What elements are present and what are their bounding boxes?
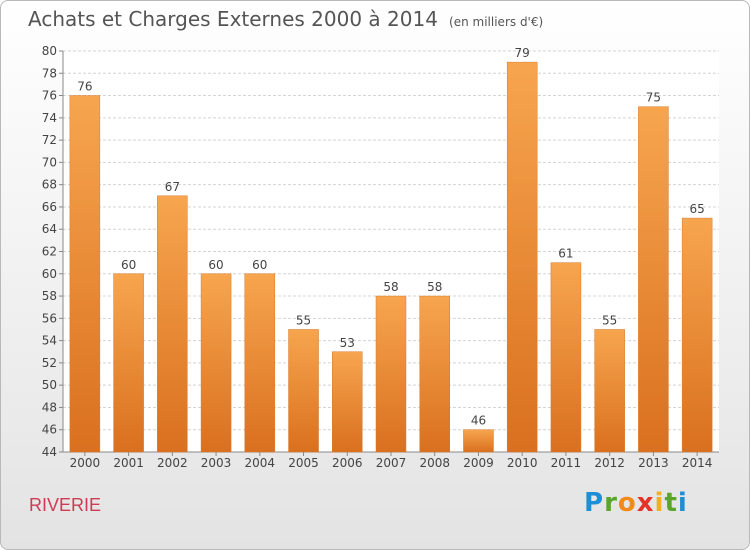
x-tick-label: 2004 bbox=[245, 456, 276, 470]
data-label: 55 bbox=[296, 313, 311, 327]
y-tick-label: 74 bbox=[42, 111, 57, 125]
x-tick-label: 2014 bbox=[682, 456, 713, 470]
x-tick-label: 2008 bbox=[419, 456, 450, 470]
bar bbox=[638, 106, 669, 453]
x-tick-label: 2006 bbox=[332, 456, 363, 470]
y-tick-label: 66 bbox=[42, 200, 57, 214]
x-tick-label: 2010 bbox=[507, 456, 538, 470]
chart-title-main: Achats et Charges Externes 2000 à 2014 bbox=[28, 7, 438, 31]
y-tick-label: 48 bbox=[42, 400, 57, 414]
x-tick-label: 2001 bbox=[113, 456, 144, 470]
data-label: 60 bbox=[121, 258, 136, 272]
y-tick-label: 56 bbox=[42, 311, 57, 325]
bar bbox=[332, 351, 363, 453]
x-tick-label: 2002 bbox=[157, 456, 188, 470]
data-label: 76 bbox=[77, 80, 92, 94]
y-tick-label: 78 bbox=[42, 66, 57, 80]
bar bbox=[463, 429, 494, 453]
chart-title: Achats et Charges Externes 2000 à 2014 (… bbox=[28, 7, 543, 31]
bar bbox=[550, 262, 582, 453]
x-tick-label: 2013 bbox=[638, 456, 669, 470]
data-label: 65 bbox=[689, 202, 704, 216]
bar bbox=[113, 273, 144, 453]
data-label: 58 bbox=[383, 280, 398, 294]
data-label: 79 bbox=[515, 46, 530, 60]
bar bbox=[157, 195, 188, 453]
x-tick-label: 2000 bbox=[70, 456, 101, 470]
data-label: 75 bbox=[646, 91, 661, 105]
y-tick-label: 46 bbox=[42, 423, 57, 437]
bar bbox=[681, 217, 713, 453]
commune-name: RIVERIE bbox=[29, 495, 102, 515]
data-label: 53 bbox=[340, 336, 355, 350]
bar bbox=[200, 273, 232, 453]
logo-letter: o bbox=[617, 488, 637, 518]
x-tick-label: 2005 bbox=[288, 456, 319, 470]
data-label: 61 bbox=[558, 247, 573, 261]
data-label: 67 bbox=[165, 180, 180, 194]
y-tick-label: 64 bbox=[42, 222, 57, 236]
data-label: 60 bbox=[208, 258, 223, 272]
bar bbox=[594, 329, 625, 453]
y-tick-label: 60 bbox=[42, 267, 57, 281]
logo-letter: i bbox=[654, 488, 665, 518]
data-label: 55 bbox=[602, 313, 617, 327]
x-tick-label: 2003 bbox=[201, 456, 232, 470]
bar bbox=[419, 295, 450, 453]
y-tick-label: 72 bbox=[42, 133, 57, 147]
x-tick-label: 2011 bbox=[551, 456, 582, 470]
y-tick-label: 80 bbox=[42, 44, 57, 58]
y-tick-label: 76 bbox=[42, 89, 57, 103]
bar bbox=[375, 295, 407, 453]
data-label: 60 bbox=[252, 258, 267, 272]
bar bbox=[288, 329, 319, 453]
y-tick-label: 52 bbox=[42, 356, 57, 370]
logo-letter: x bbox=[636, 488, 655, 518]
y-tick-label: 70 bbox=[42, 155, 57, 169]
logo-letter: P bbox=[584, 488, 605, 518]
bar bbox=[506, 61, 538, 453]
logo-letter: t bbox=[664, 488, 678, 518]
y-tick-label: 50 bbox=[42, 378, 57, 392]
data-label: 46 bbox=[471, 414, 486, 428]
bar bbox=[244, 273, 276, 453]
logo-letter: r bbox=[604, 488, 618, 518]
x-tick-label: 2007 bbox=[376, 456, 407, 470]
data-label: 58 bbox=[427, 280, 442, 294]
bar bbox=[69, 95, 101, 453]
x-tick-label: 2009 bbox=[463, 456, 494, 470]
y-tick-label: 58 bbox=[42, 289, 57, 303]
y-tick-label: 68 bbox=[42, 178, 57, 192]
x-tick-label: 2012 bbox=[594, 456, 625, 470]
chart-title-unit: (en milliers d'€) bbox=[449, 15, 544, 29]
proxiti-logo: Proxiti bbox=[584, 488, 688, 518]
y-tick-label: 54 bbox=[42, 334, 57, 348]
y-tick-label: 44 bbox=[42, 445, 57, 459]
logo-letter: i bbox=[677, 488, 688, 518]
y-tick-label: 62 bbox=[42, 245, 57, 259]
